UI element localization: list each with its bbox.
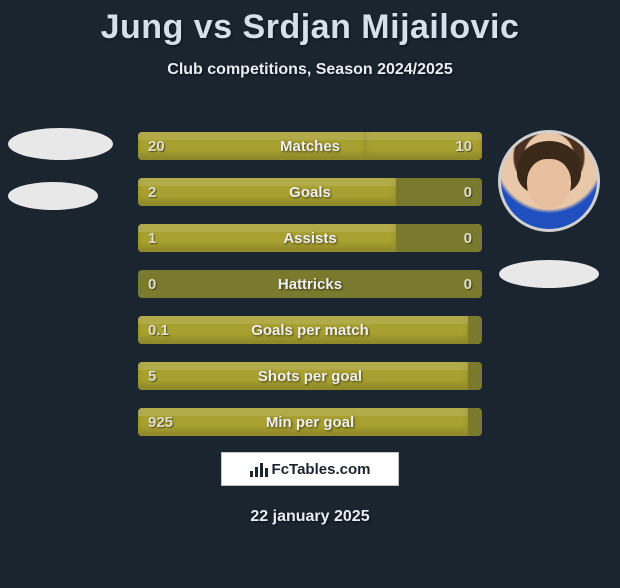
left-player-placeholder <box>8 128 113 232</box>
stat-label: Min per goal <box>138 408 482 436</box>
player-avatar <box>498 130 600 232</box>
stat-row: 2010Matches <box>138 132 482 160</box>
stat-label: Shots per goal <box>138 362 482 390</box>
page-title: Jung vs Srdjan Mijailovic <box>0 8 620 47</box>
stat-row: 925Min per goal <box>138 408 482 436</box>
stats-rows: 2010Matches 20Goals 10Assists 00Hattricks 0.… <box>138 132 482 454</box>
season-subtitle: Club competitions, Season 2024/2025 <box>0 61 620 79</box>
stat-label: Assists <box>138 224 482 252</box>
brand-badge[interactable]: FcTables.com <box>221 452 399 486</box>
stat-row: 10Assists <box>138 224 482 252</box>
placeholder-ellipse <box>499 260 599 288</box>
right-player-column <box>498 130 600 310</box>
stat-row: 00Hattricks <box>138 270 482 298</box>
snapshot-date: 22 january 2025 <box>0 508 620 526</box>
stat-label: Goals per match <box>138 316 482 344</box>
stat-row: 20Goals <box>138 178 482 206</box>
stat-label: Matches <box>138 132 482 160</box>
stat-label: Hattricks <box>138 270 482 298</box>
stat-row: 5Shots per goal <box>138 362 482 390</box>
placeholder-ellipse <box>8 128 113 160</box>
bar-chart-icon <box>250 461 268 477</box>
placeholder-ellipse <box>8 182 98 210</box>
brand-label: FcTables.com <box>272 461 371 478</box>
stat-row: 0.1Goals per match <box>138 316 482 344</box>
stat-label: Goals <box>138 178 482 206</box>
